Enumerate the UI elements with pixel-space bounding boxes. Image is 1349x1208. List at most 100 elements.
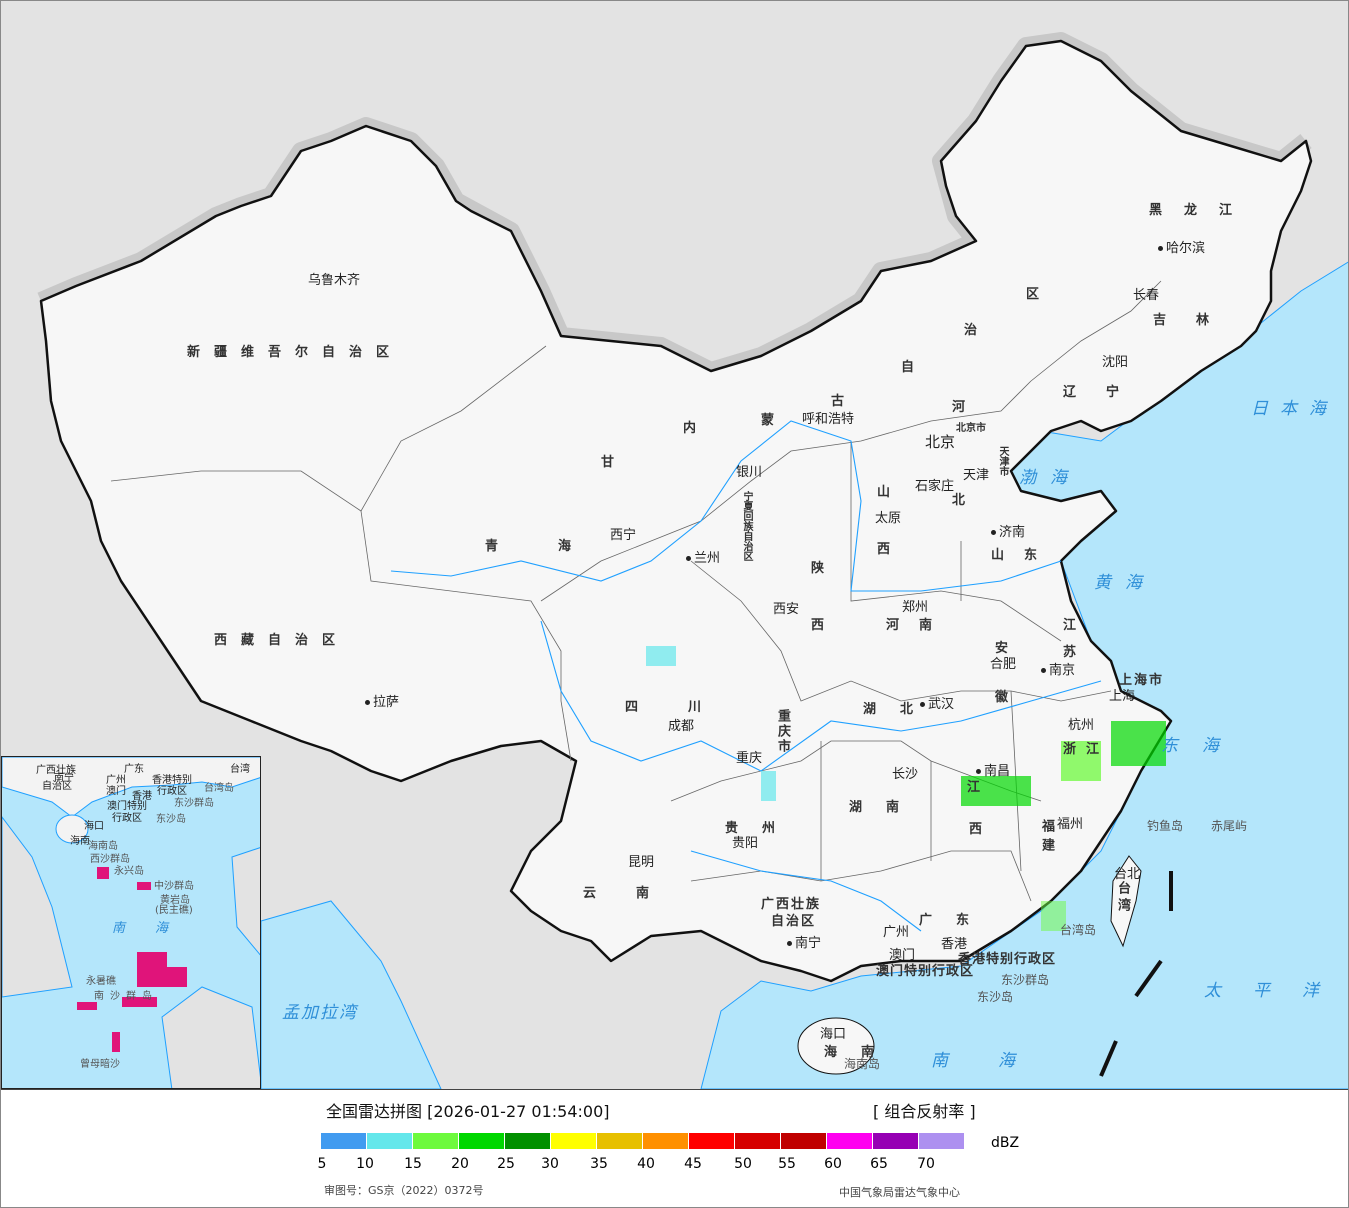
inset-label-haikou: 海口 [84,821,104,832]
china-land [39,39,1313,983]
sea-bengal: 孟加拉湾 [282,1003,358,1023]
organization-credit: 中国气象局雷达气象中心 [839,1186,960,1199]
scale-tick: 65 [870,1156,888,1172]
province-ningxia: 宁夏回族自治区 [741,491,752,561]
province-guangxi-2: 自治区 [771,914,817,929]
province-anhui-1: 安 [995,641,1023,656]
inset-label-hk-sar-2: 行政区 [157,786,187,797]
inset-label-huangyan: 黄岩岛 [160,895,190,906]
color-swatch [551,1133,597,1149]
province-neimenggu-3: 古 [831,394,859,409]
city-fuzhou: 福州 [1057,817,1084,832]
color-swatch [873,1133,919,1149]
city-guiyang: 贵阳 [732,836,759,851]
province-shaanxi-2: 西 [811,618,839,633]
province-xinjiang: 新疆维吾尔自治区 [187,345,404,360]
province-jiangsu-1: 江 [1063,618,1091,633]
color-swatch [413,1133,459,1149]
province-xizang: 西藏自治区 [214,633,350,648]
city-changchun: 长春 [1133,288,1160,303]
province-taiwan: 台湾 [1115,881,1130,915]
label-macau-sar: 澳门特别行政区 [876,964,975,979]
province-gansu: 甘 [601,455,629,470]
boundary-dashes [1099,871,1173,1077]
city-kunming: 昆明 [628,855,655,870]
color-swatch [643,1133,689,1149]
province-shaanxi-1: 陕 [811,561,839,576]
island-dongsha-group: 东沙群岛 [1001,973,1050,987]
inset-label-guangdong: 广东 [124,764,144,775]
scale-tick: 15 [404,1156,422,1172]
sea-bohai: 渤海 [1019,468,1081,488]
city-hefei: 合肥 [990,657,1017,672]
inset-label-nanhai: 南海 [112,921,199,936]
china-radar-map[interactable] [1,1,1349,1089]
island-taiwan: 台湾岛 [1060,923,1097,937]
inset-label-yongxing: 永兴岛 [114,866,144,877]
province-shanghai: 上海市 [1119,673,1165,688]
city-jinan: 济南 [991,521,1025,540]
sea-donghai: 东海 [1161,736,1243,756]
city-hohhot: 呼和浩特 [802,412,855,427]
color-swatch [689,1133,735,1149]
island-chiwei: 赤尾屿 [1211,819,1248,833]
sea-japan: 日本海 [1251,399,1338,419]
sea-nanhai: 南海 [931,1051,1065,1071]
product-label: [ 组合反射率 ] [873,1102,976,1121]
hainan-island [797,1017,875,1075]
city-macau: 澳门 [889,948,916,963]
city-shenyang: 沈阳 [1102,355,1129,370]
city-changsha: 长沙 [892,767,919,782]
province-hebei-1: 河 [952,400,980,415]
inset-label-taiwan-island: 台湾岛 [204,783,234,794]
inset-label-hk-sar-1: 香港特别 [152,775,192,786]
city-hangzhou: 杭州 [1068,718,1095,733]
city-harbin: 哈尔滨 [1158,237,1205,256]
city-haikou: 海口 [820,1027,847,1042]
province-hunan: 湖南 [849,800,924,815]
color-swatch [321,1133,367,1149]
south-china-sea-inset: 广西壮族 自治区 南宁 广东 广州 澳门 香港 香港特别 行政区 澳门特别 行政… [1,756,261,1089]
legend-panel: 全国雷达拼图 [2026-01-27 01:54:00] [ 组合反射率 ] d… [1,1089,1348,1207]
inset-label-hainan: 海南 [70,836,90,847]
province-liaoning: 辽宁 [1063,385,1150,400]
inset-label-hk: 香港 [132,791,152,802]
label-hk-sar: 香港特别行政区 [958,952,1057,967]
city-xian: 西安 [773,602,800,617]
scale-tick: 30 [541,1156,559,1172]
city-nanjing: 南京 [1041,659,1075,678]
city-xining: 西宁 [610,528,637,543]
scale-tick: 20 [451,1156,469,1172]
scale-tick: 55 [778,1156,796,1172]
radar-echoes [646,646,1166,931]
province-zhejiang: 浙江 [1063,742,1110,757]
color-swatch [367,1133,413,1149]
province-jiangxi-2: 西 [969,822,997,837]
city-urumqi: 乌鲁木齐 [308,273,361,288]
province-beijing: 北京市 [956,423,986,434]
city-lhasa: 拉萨 [365,691,399,710]
inset-label-hainan-island: 海南岛 [88,841,118,852]
inset-label-minzhu: (民主礁) [155,905,193,916]
city-shanghai: 上海 [1109,689,1136,704]
scale-tick: 45 [684,1156,702,1172]
province-guangxi-1: 广西壮族 [761,897,822,912]
color-scale-bar [321,1133,965,1149]
city-hongkong: 香港 [941,937,968,952]
province-yunnan: 云南 [583,886,690,901]
sea-huanghai: 黄海 [1094,573,1156,593]
city-chongqing: 重庆 [736,751,763,766]
scale-tick: 70 [917,1156,935,1172]
province-anhui-2: 徽 [995,690,1023,705]
color-swatch [827,1133,873,1149]
color-swatch [459,1133,505,1149]
color-swatch [597,1133,643,1149]
scale-tick: 50 [734,1156,752,1172]
island-hainan: 海南岛 [844,1057,881,1071]
province-neimenggu-2: 蒙 [761,413,789,428]
sea-pacific: 太平洋 [1204,981,1349,1001]
city-zhengzhou: 郑州 [902,600,929,615]
mosaic-title: 全国雷达拼图 [2026-01-27 01:54:00] [326,1102,610,1121]
province-qinghai: 青海 [485,539,632,554]
